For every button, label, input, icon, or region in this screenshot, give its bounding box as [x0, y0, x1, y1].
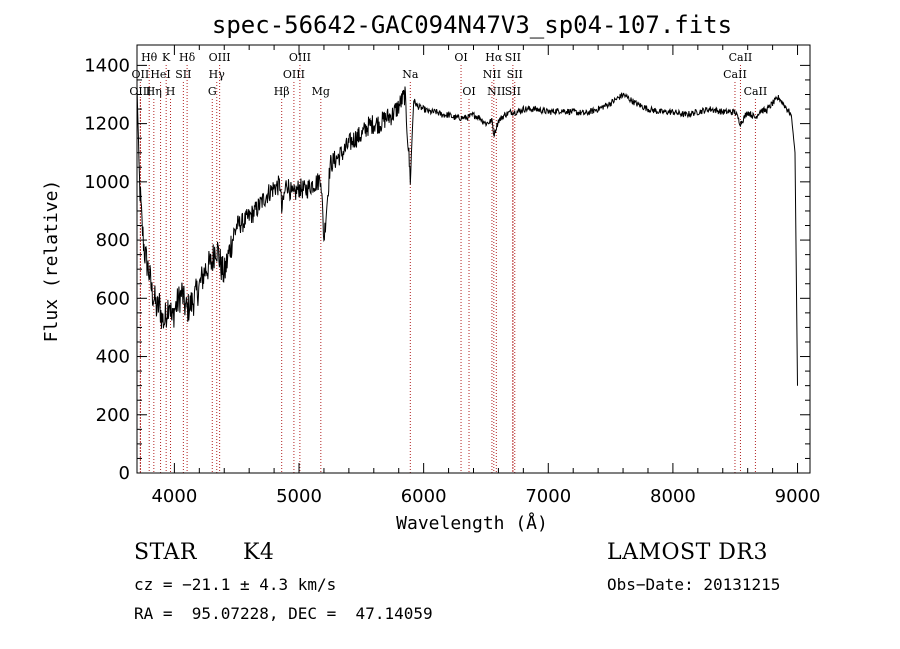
object-class: STAR	[134, 540, 197, 565]
spectral-line-label: NII	[487, 85, 505, 98]
y-tick-label: 200	[96, 405, 130, 426]
y-tick-label: 1400	[84, 55, 130, 76]
spectrum-flux-line	[136, 84, 798, 386]
spectral-line-label: Na	[402, 68, 419, 81]
y-tick-label: 400	[96, 347, 130, 368]
spectral-line-label: SII	[505, 51, 521, 64]
spectral-line-label: OIII	[283, 68, 305, 81]
spectral-line-label: Hθ	[141, 51, 158, 64]
spectral-line-label: CaII	[729, 51, 753, 64]
y-axis-label: Flux (relative)	[41, 180, 62, 343]
x-axis-label: Wavelength (Å)	[396, 512, 548, 534]
redshift-velocity: cz = −21.1 ± 4.3 km/s	[134, 575, 337, 594]
spectral-line-label: OI	[462, 85, 475, 98]
spectral-line-label: SII	[505, 85, 521, 98]
spectral-line-markers	[139, 65, 756, 473]
x-tick-label: 8000	[650, 486, 696, 507]
spectral-line-label: OIII	[129, 85, 151, 98]
axis-tick-labels: 4000 5000 6000 7000 8000 9000 0 200 400 600 800 100…	[84, 55, 820, 507]
observation-date: Obs−Date: 20131215	[607, 575, 781, 594]
x-tick-label: 4000	[151, 486, 197, 507]
x-tick-label: 6000	[401, 486, 447, 507]
spectral-line-label: G	[208, 85, 217, 98]
y-tick-label: 800	[96, 230, 130, 251]
object-subclass: K4	[243, 540, 275, 565]
y-tick-label: 1200	[84, 114, 130, 135]
chart-title: spec-56642-GAC094N47V3_sp04-107.fits	[212, 11, 732, 39]
spectral-line-label: Hδ	[179, 51, 196, 64]
y-tick-label: 0	[119, 463, 130, 484]
x-tick-label: 7000	[525, 486, 571, 507]
spectral-line-label: OIII	[289, 51, 311, 64]
spectral-line-label: Hη	[146, 85, 162, 98]
y-tick-label: 1000	[84, 172, 130, 193]
x-tick-label: 9000	[775, 486, 821, 507]
spectral-line-label: HeI	[150, 68, 170, 81]
survey-name: LAMOST DR3	[607, 540, 768, 565]
spectral-line-label: OII	[132, 68, 150, 81]
spectral-line-label: Hβ	[274, 85, 290, 98]
spectral-line-label: SII	[507, 68, 523, 81]
sky-coordinates: RA = 95.07228, DEC = 47.14059	[134, 604, 433, 623]
spectral-line-label: SII	[175, 68, 191, 81]
spectral-line-label: Hα	[485, 51, 503, 64]
spectral-line-label: H	[166, 85, 176, 98]
spectral-line-label: OIII	[209, 51, 231, 64]
spectral-line-label: Hγ	[209, 68, 226, 81]
y-tick-label: 600	[96, 288, 130, 309]
spectral-line-label: CaII	[723, 68, 747, 81]
spectral-line-label: NII	[483, 68, 501, 81]
axis-ticks	[137, 45, 810, 474]
spectral-line-label: K	[162, 51, 171, 64]
x-tick-label: 5000	[276, 486, 322, 507]
spectral-line-label: Mg	[312, 85, 330, 98]
spectral-line-label: CaII	[744, 85, 768, 98]
spectral-line-label: OI	[454, 51, 467, 64]
